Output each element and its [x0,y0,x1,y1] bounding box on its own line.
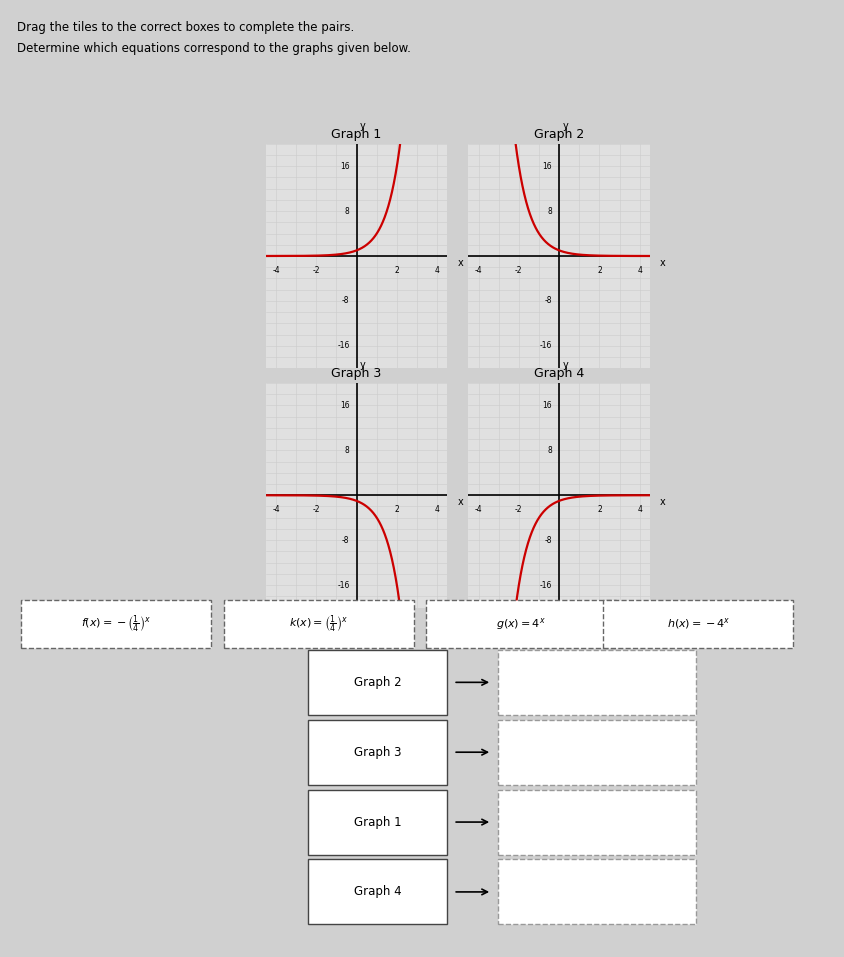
Text: $f(x) = -\left(\frac{1}{4}\right)^x$: $f(x) = -\left(\frac{1}{4}\right)^x$ [81,613,151,634]
Text: x: x [660,497,666,507]
Text: x: x [457,257,463,268]
Text: 4: 4 [637,266,642,275]
Text: y: y [360,122,365,131]
Text: -16: -16 [337,581,349,590]
Text: x: x [457,497,463,507]
Text: 4: 4 [435,505,440,514]
Text: -2: -2 [515,266,522,275]
Text: Determine which equations correspond to the graphs given below.: Determine which equations correspond to … [17,42,411,56]
Text: -8: -8 [342,297,349,305]
Text: 2: 2 [394,266,399,275]
Text: 16: 16 [340,401,349,410]
Text: -8: -8 [544,297,552,305]
Title: Graph 2: Graph 2 [534,128,584,141]
Text: y: y [562,361,568,370]
Text: $k(x) = \left(\frac{1}{4}\right)^x$: $k(x) = \left(\frac{1}{4}\right)^x$ [289,613,349,634]
Text: -4: -4 [474,505,482,514]
Text: 16: 16 [340,162,349,170]
Text: -16: -16 [337,342,349,350]
Text: $g(x) = 4^x$: $g(x) = 4^x$ [496,616,546,632]
Title: Graph 1: Graph 1 [332,128,381,141]
Text: x: x [660,257,666,268]
Text: Graph 1: Graph 1 [354,815,402,829]
Text: -16: -16 [539,581,552,590]
Text: -2: -2 [515,505,522,514]
Text: -4: -4 [272,505,279,514]
Text: $h(x) = -4^x$: $h(x) = -4^x$ [667,616,730,632]
Text: 8: 8 [345,207,349,215]
Title: Graph 4: Graph 4 [534,367,584,380]
Text: 16: 16 [543,162,552,170]
Text: Graph 4: Graph 4 [354,885,402,899]
Text: 16: 16 [543,401,552,410]
Text: 8: 8 [345,446,349,455]
Text: 2: 2 [597,505,602,514]
Text: -8: -8 [342,536,349,545]
Text: Graph 2: Graph 2 [354,676,402,689]
Text: y: y [360,361,365,370]
Title: Graph 3: Graph 3 [332,367,381,380]
Text: y: y [562,122,568,131]
Text: -2: -2 [312,505,320,514]
Text: -4: -4 [474,266,482,275]
Text: 4: 4 [637,505,642,514]
Text: -2: -2 [312,266,320,275]
Text: -8: -8 [544,536,552,545]
Text: 2: 2 [597,266,602,275]
Text: 8: 8 [548,207,552,215]
Text: 2: 2 [394,505,399,514]
Text: -16: -16 [539,342,552,350]
Text: Graph 3: Graph 3 [354,746,402,759]
Text: -4: -4 [272,266,279,275]
Text: Drag the tiles to the correct boxes to complete the pairs.: Drag the tiles to the correct boxes to c… [17,21,354,34]
Text: 4: 4 [435,266,440,275]
Text: 8: 8 [548,446,552,455]
